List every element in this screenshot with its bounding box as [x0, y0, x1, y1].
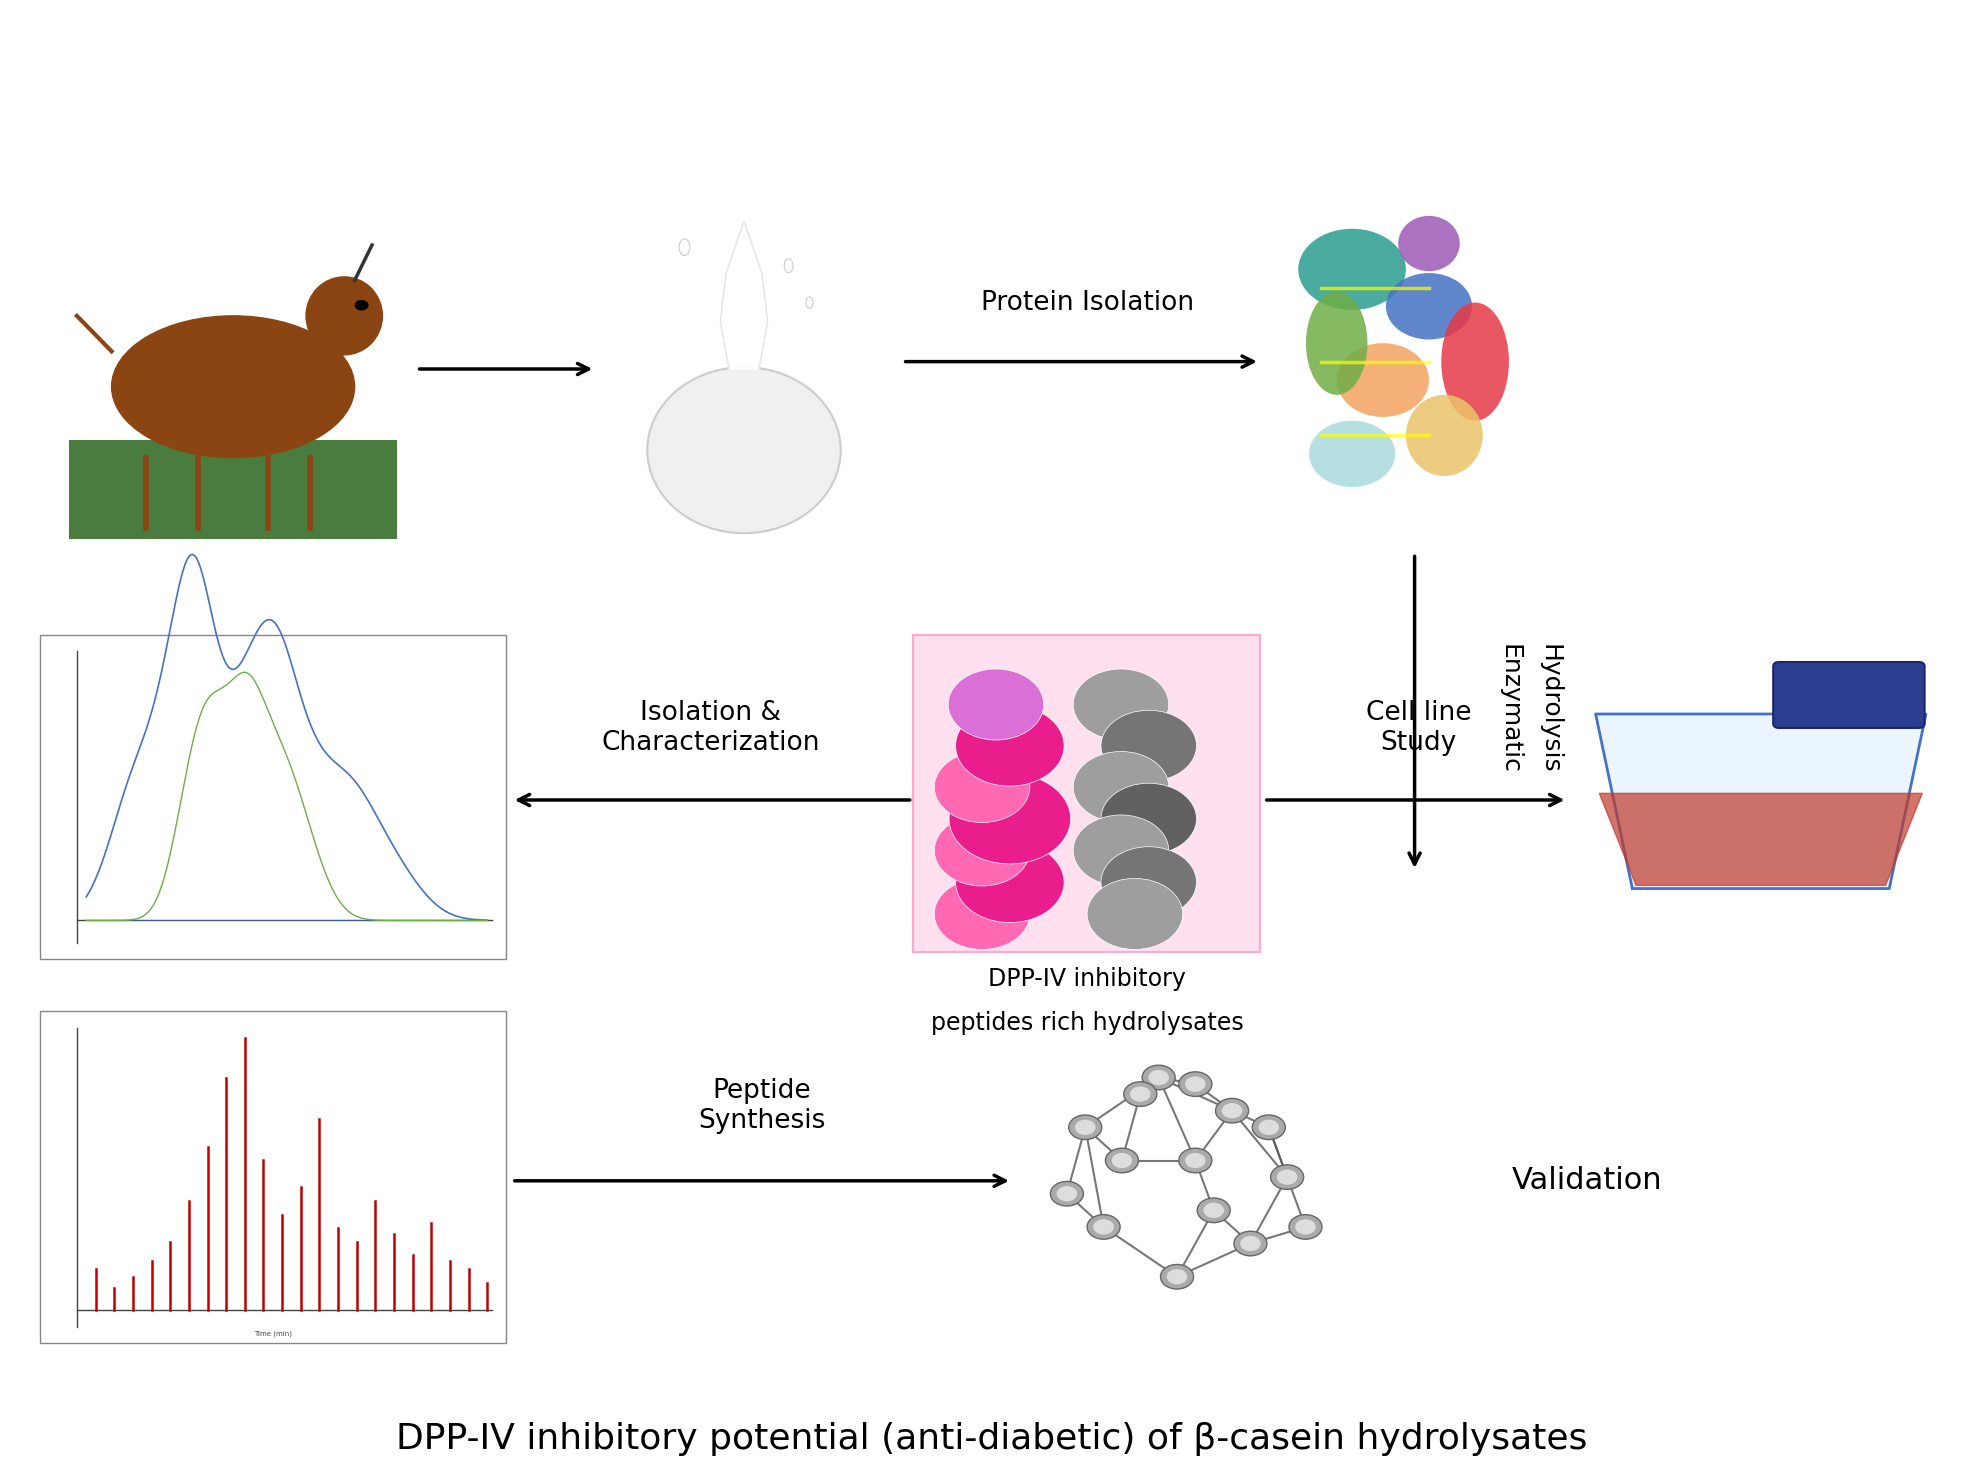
Ellipse shape: [1399, 215, 1460, 272]
Circle shape: [1069, 1114, 1101, 1139]
Circle shape: [956, 706, 1063, 787]
Circle shape: [1196, 1199, 1230, 1222]
FancyBboxPatch shape: [913, 635, 1260, 952]
Circle shape: [1161, 1265, 1194, 1289]
Polygon shape: [1595, 714, 1926, 889]
Circle shape: [1073, 751, 1169, 822]
FancyBboxPatch shape: [1774, 661, 1924, 728]
Text: Peptide
Synthesis: Peptide Synthesis: [698, 1077, 825, 1134]
Text: Isolation &
Characterization: Isolation & Characterization: [601, 700, 819, 756]
Ellipse shape: [1440, 303, 1510, 421]
FancyBboxPatch shape: [40, 1011, 506, 1343]
Circle shape: [1290, 1215, 1321, 1240]
Text: Cell line
Study: Cell line Study: [1365, 700, 1472, 756]
Circle shape: [1143, 1066, 1175, 1089]
Ellipse shape: [306, 277, 383, 354]
Circle shape: [1296, 1219, 1315, 1234]
Ellipse shape: [1407, 396, 1482, 477]
Circle shape: [934, 815, 1030, 886]
Text: peptides rich hydrolysates: peptides rich hydrolysates: [930, 1011, 1244, 1035]
Circle shape: [1050, 1181, 1083, 1206]
Circle shape: [355, 301, 367, 310]
FancyBboxPatch shape: [69, 440, 397, 539]
FancyBboxPatch shape: [1034, 816, 1061, 841]
Circle shape: [956, 841, 1063, 922]
Text: Time (min): Time (min): [254, 1330, 292, 1337]
Ellipse shape: [806, 297, 813, 308]
Circle shape: [1101, 710, 1196, 781]
Text: DPP-IV inhibitory: DPP-IV inhibitory: [988, 967, 1186, 990]
Circle shape: [1252, 1114, 1286, 1139]
Circle shape: [1184, 1076, 1206, 1092]
Circle shape: [1240, 1235, 1260, 1252]
Circle shape: [1123, 1082, 1157, 1107]
Circle shape: [1234, 1231, 1268, 1256]
Circle shape: [948, 773, 1071, 863]
Text: Validation: Validation: [1512, 1166, 1663, 1196]
Circle shape: [1178, 1072, 1212, 1097]
Circle shape: [1101, 784, 1196, 855]
Circle shape: [1073, 669, 1169, 739]
Ellipse shape: [1298, 229, 1407, 310]
Circle shape: [1111, 1153, 1133, 1168]
Text: Enzymatic: Enzymatic: [1498, 644, 1522, 773]
Circle shape: [948, 669, 1044, 739]
Circle shape: [1204, 1203, 1224, 1218]
Ellipse shape: [111, 316, 355, 458]
Ellipse shape: [784, 258, 794, 273]
Circle shape: [1258, 1120, 1280, 1135]
Text: Hydrolysis: Hydrolysis: [1538, 644, 1561, 773]
Circle shape: [1101, 847, 1196, 918]
Circle shape: [1222, 1103, 1242, 1119]
Circle shape: [934, 751, 1030, 822]
Circle shape: [934, 878, 1030, 949]
Circle shape: [1073, 815, 1169, 886]
Text: DPP-IV inhibitory potential (anti-diabetic) of β-casein hydrolysates: DPP-IV inhibitory potential (anti-diabet…: [397, 1421, 1587, 1457]
Circle shape: [1131, 1086, 1151, 1101]
Circle shape: [1105, 1148, 1139, 1173]
Circle shape: [1178, 1148, 1212, 1173]
Polygon shape: [1599, 794, 1922, 886]
Ellipse shape: [1309, 421, 1395, 487]
Ellipse shape: [1387, 273, 1472, 339]
Circle shape: [1075, 1120, 1095, 1135]
Ellipse shape: [1305, 291, 1367, 394]
Ellipse shape: [679, 239, 690, 255]
Text: Protein Isolation: Protein Isolation: [980, 289, 1194, 316]
Polygon shape: [720, 221, 768, 369]
Circle shape: [1087, 878, 1182, 949]
Circle shape: [1184, 1153, 1206, 1168]
Circle shape: [1270, 1165, 1303, 1190]
Ellipse shape: [647, 368, 841, 533]
Circle shape: [1216, 1098, 1248, 1123]
Circle shape: [1278, 1169, 1298, 1185]
Circle shape: [1167, 1269, 1186, 1284]
Circle shape: [1093, 1219, 1113, 1234]
Circle shape: [1087, 1215, 1121, 1240]
Circle shape: [1149, 1070, 1169, 1085]
Circle shape: [1057, 1187, 1077, 1201]
Polygon shape: [1780, 682, 1853, 723]
FancyBboxPatch shape: [40, 635, 506, 959]
Ellipse shape: [1337, 342, 1428, 418]
